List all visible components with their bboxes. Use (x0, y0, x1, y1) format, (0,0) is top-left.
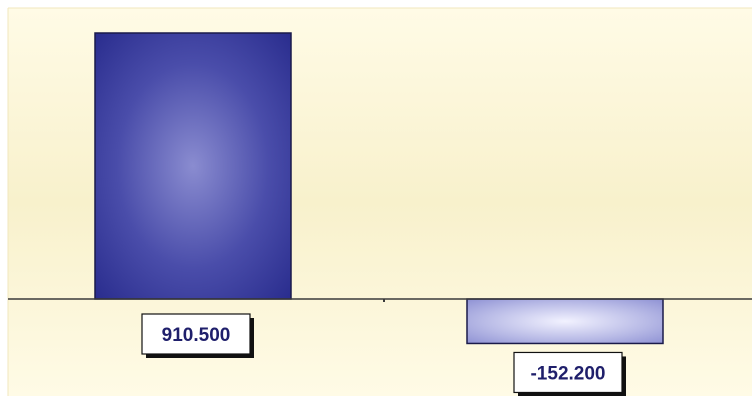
data-label-1: 910.500 (141, 313, 254, 358)
data-label-text: 910.500 (162, 325, 231, 346)
bar-2 (466, 298, 664, 345)
data-label-box (513, 351, 623, 394)
data-label-2: -152.200 (513, 351, 626, 396)
data-label-text: -152.200 (530, 363, 605, 384)
axis-tick (383, 299, 385, 302)
bar-1 (94, 32, 292, 300)
data-label-box (141, 313, 251, 355)
